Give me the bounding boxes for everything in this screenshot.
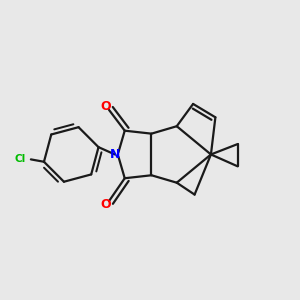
Text: Cl: Cl [14, 154, 26, 164]
Text: O: O [101, 198, 111, 211]
Text: N: N [110, 148, 120, 161]
Text: O: O [101, 100, 111, 113]
